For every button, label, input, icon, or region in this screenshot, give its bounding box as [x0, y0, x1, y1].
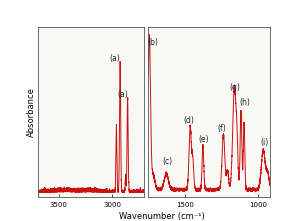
Text: (d): (d): [183, 116, 194, 125]
Text: (c): (c): [163, 157, 173, 166]
Text: (a): (a): [109, 54, 120, 63]
Text: (g): (g): [230, 83, 241, 91]
Text: (a): (a): [118, 90, 128, 99]
Y-axis label: Absorbance: Absorbance: [27, 87, 36, 137]
Text: (i): (i): [260, 138, 268, 147]
Text: Wavenumber (cm⁻¹): Wavenumber (cm⁻¹): [119, 212, 205, 221]
Text: (h): (h): [239, 98, 250, 107]
Text: (b): (b): [147, 38, 158, 48]
Text: (f): (f): [218, 124, 226, 133]
Text: (e): (e): [198, 135, 209, 144]
